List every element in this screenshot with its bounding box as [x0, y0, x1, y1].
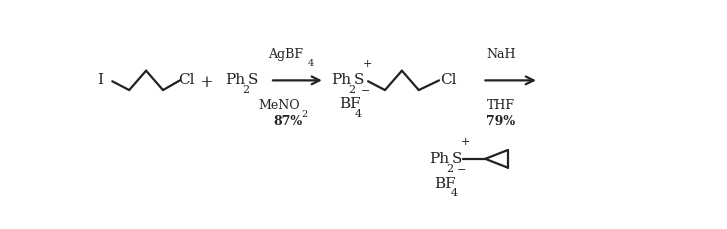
Text: 87%: 87%: [273, 115, 302, 128]
Text: AgBF: AgBF: [268, 48, 302, 61]
Text: 2: 2: [301, 110, 308, 119]
Text: THF: THF: [487, 99, 515, 112]
Text: I: I: [97, 73, 103, 87]
Text: S: S: [247, 73, 258, 87]
Text: Ph: Ph: [332, 73, 352, 87]
Text: S: S: [451, 152, 462, 166]
Text: 79%: 79%: [486, 115, 515, 128]
Text: 4: 4: [355, 109, 362, 119]
Text: 2: 2: [446, 164, 453, 174]
Text: 2: 2: [242, 85, 249, 95]
Text: 2: 2: [348, 85, 356, 95]
Text: S: S: [354, 73, 364, 87]
Text: Ph: Ph: [225, 73, 245, 87]
Text: +: +: [199, 74, 213, 91]
Text: BF: BF: [339, 97, 361, 111]
Text: Cl: Cl: [441, 73, 457, 87]
Text: Cl: Cl: [178, 73, 195, 87]
Text: +: +: [460, 137, 470, 147]
Text: −: −: [457, 165, 467, 175]
Text: 4: 4: [450, 188, 457, 198]
Text: +: +: [363, 59, 372, 69]
Text: −: −: [361, 86, 371, 96]
Text: MeNO: MeNO: [259, 99, 300, 112]
Text: 4: 4: [308, 59, 314, 68]
Text: BF: BF: [435, 177, 456, 191]
Text: NaH: NaH: [486, 48, 515, 61]
Text: Ph: Ph: [429, 152, 449, 166]
